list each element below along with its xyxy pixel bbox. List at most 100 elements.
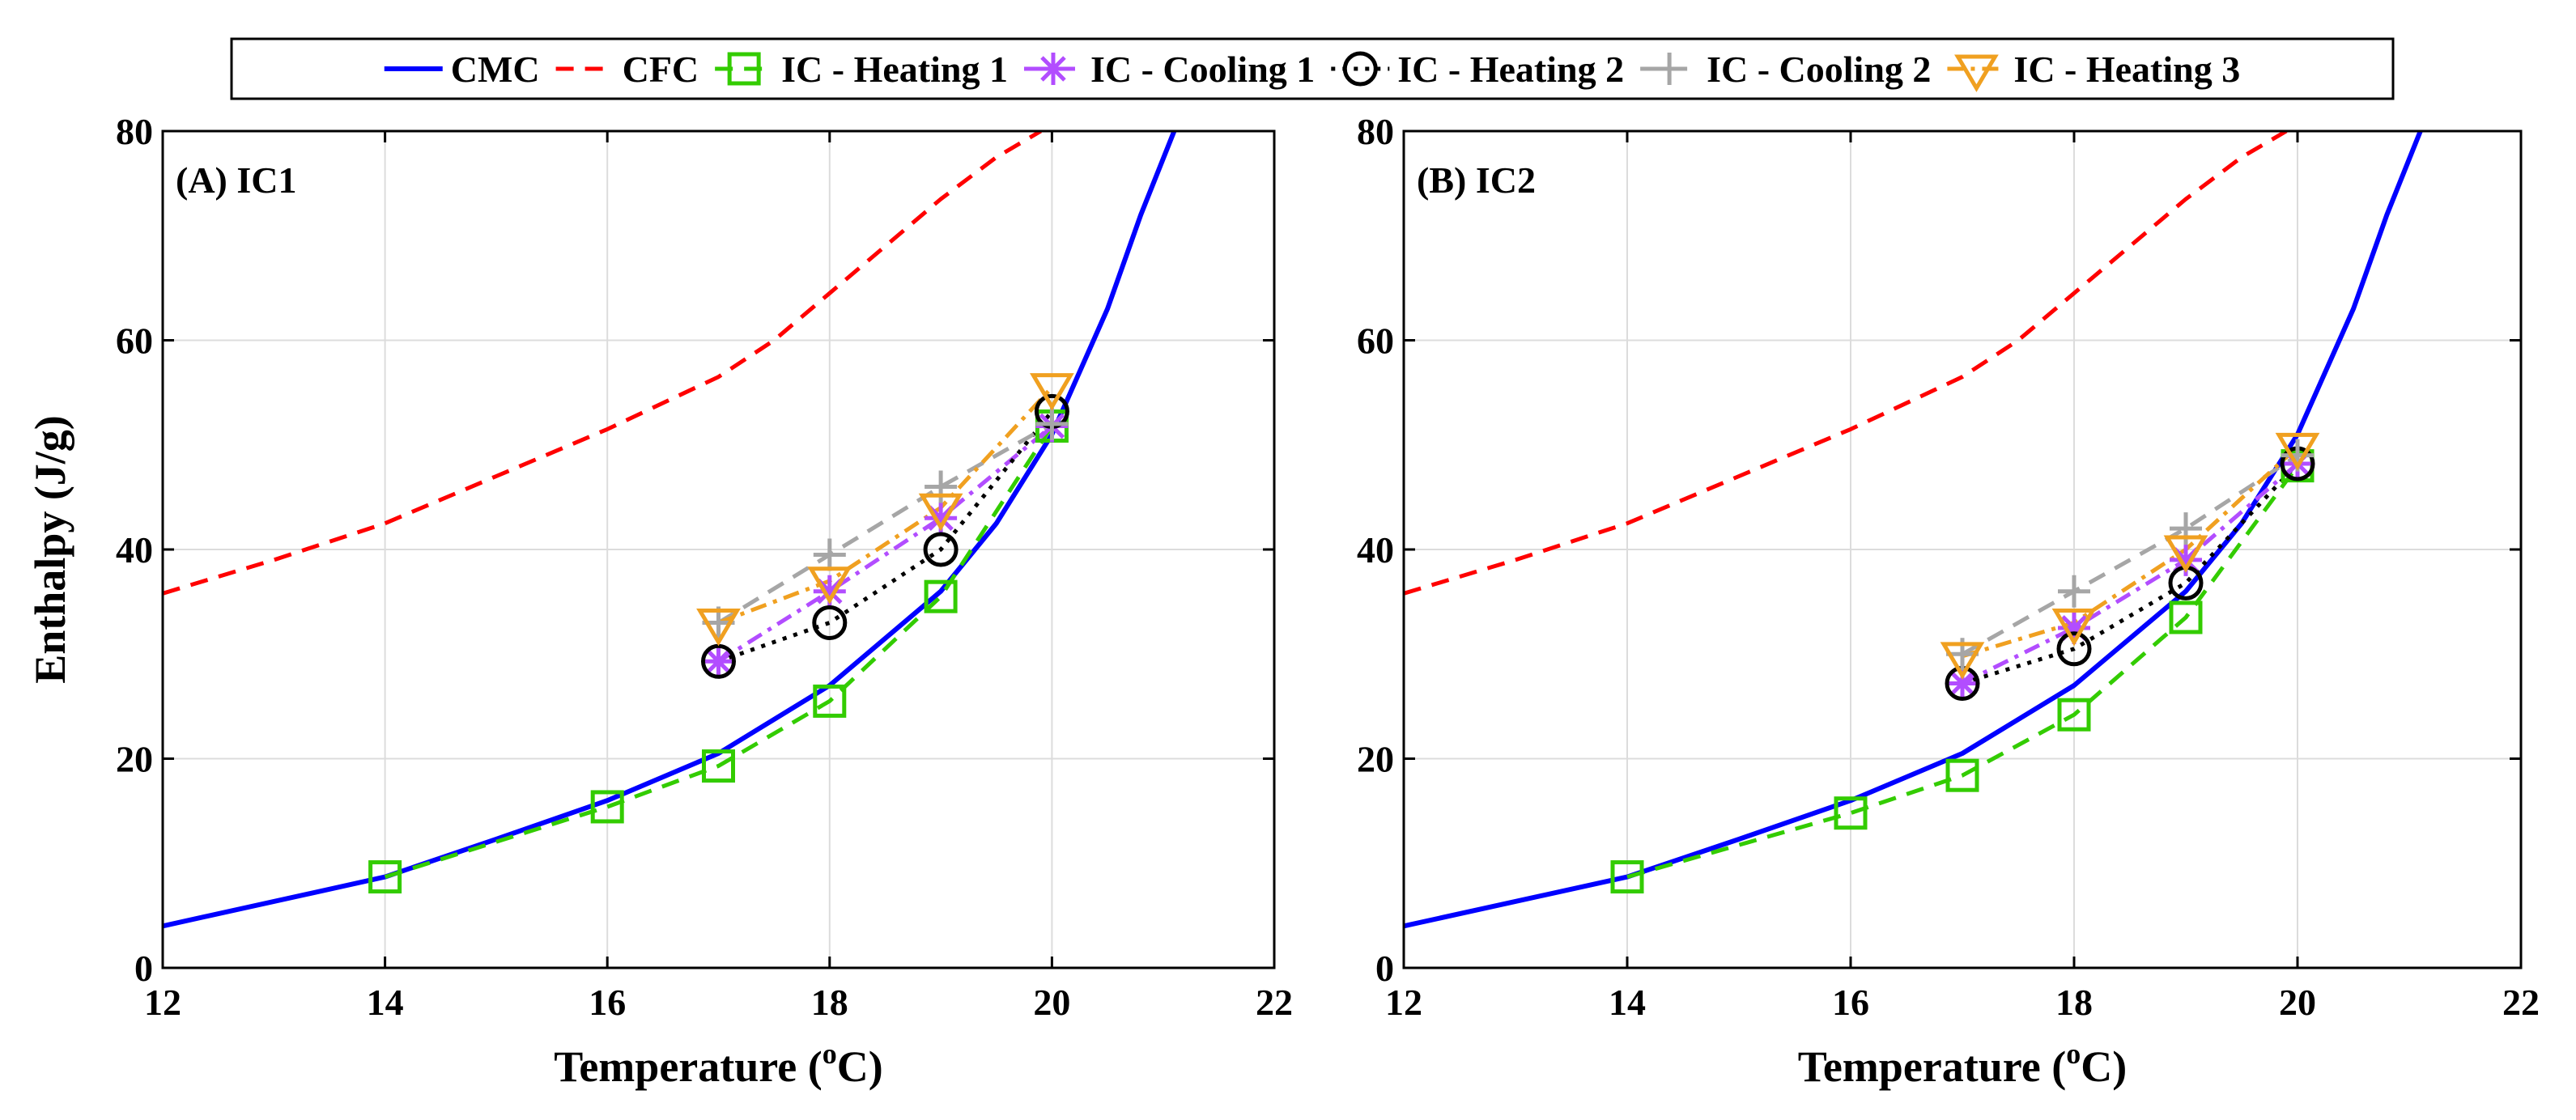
x-tick-label: 18: [811, 982, 848, 1023]
y-axis-label: Enthalpy (J/g): [26, 415, 74, 684]
series-line-ic-cooling-1: [717, 424, 1053, 664]
marker-ic-heating-1: [924, 579, 958, 613]
panel-title: (A) IC1: [176, 159, 296, 201]
panel-a: 12 14 16 18 20 22 0 20 40 60 80 (A) IC1 Temperature …: [26, 111, 1293, 1091]
marker-ic-heating-1: [702, 749, 735, 783]
series-line-ic-heating-1: [1626, 465, 2300, 880]
legend-item-ic-cooling-2: IC - Cooling 2: [1640, 49, 1931, 90]
series-line-cfc: [163, 131, 1042, 596]
y-tick-label: 40: [1357, 529, 1394, 571]
y-tick-label: 80: [1357, 111, 1394, 152]
series-line-ic-heating-1: [384, 425, 1054, 879]
series-line-ic-heating-3: [717, 386, 1054, 625]
y-tick-label: 0: [134, 948, 153, 989]
marker-ic-heating-1: [2057, 698, 2091, 732]
legend-item-ic-heating-3: IC - Heating 3: [1947, 49, 2240, 92]
legend-label-ic-cooling-2: IC - Cooling 2: [1707, 49, 1931, 90]
x-tick-label: 12: [144, 982, 181, 1023]
legend-label-cmc: CMC: [451, 49, 540, 90]
marker-ic-cooling-1: [1946, 667, 1979, 700]
panel-title: (B) IC2: [1417, 159, 1536, 201]
y-tick-label: 60: [1357, 320, 1394, 362]
marker-ic-heating-1: [368, 860, 402, 894]
legend-marker-ic-cooling-2: [1653, 53, 1686, 85]
marker-ic-cooling-2: [813, 538, 846, 571]
legend-label-ic-heating-1: IC - Heating 1: [781, 49, 1008, 90]
x-tick-label: 20: [1033, 982, 1070, 1023]
marker-ic-heating-2: [923, 532, 959, 567]
y-tick-label: 20: [1357, 739, 1394, 780]
marker-ic-heating-3: [1030, 373, 1074, 411]
y-tick-label: 40: [116, 529, 153, 571]
legend-label-cfc: CFC: [623, 49, 699, 90]
series-line-cmc: [1404, 131, 2423, 929]
legend-label-ic-heating-3: IC - Heating 3: [2013, 49, 2240, 90]
legend-item-ic-heating-1: IC - Heating 1: [715, 49, 1008, 90]
marker-ic-heating-2: [812, 605, 848, 640]
marker-ic-heating-1: [590, 790, 624, 824]
x-tick-label: 12: [1385, 982, 1422, 1023]
marker-ic-heating-1: [1945, 758, 1979, 792]
legend-item-ic-cooling-1: IC - Cooling 1: [1023, 49, 1315, 90]
legend-marker-ic-heating-2: [1342, 51, 1378, 87]
legend-label-ic-heating-2: IC - Heating 2: [1397, 49, 1624, 90]
legend-item-cfc: CFC: [555, 49, 699, 90]
marker-ic-heating-3: [1940, 642, 1985, 680]
y-tick-label: 80: [116, 111, 153, 152]
legend-marker-ic-heating-1: [727, 52, 761, 86]
marker-ic-heating-1: [1834, 796, 1868, 830]
series-layer: [1404, 131, 2423, 929]
ticks: 12 14 16 18 20 22 0 20 40 60 80: [116, 111, 1293, 1023]
x-tick-label: 16: [1832, 982, 1869, 1023]
x-tick-label: 22: [2502, 982, 2540, 1023]
y-tick-label: 60: [116, 320, 153, 362]
legend-label-ic-cooling-1: IC - Cooling 1: [1090, 49, 1315, 90]
marker-ic-cooling-1: [702, 645, 735, 678]
legend-item-ic-heating-2: IC - Heating 2: [1331, 49, 1624, 90]
marker-ic-cooling-1: [2058, 611, 2090, 644]
x-axis-label: Temperature (oC): [1798, 1037, 2127, 1091]
series-line-ic-cooling-2: [717, 422, 1053, 625]
marker-ic-cooling-1: [813, 575, 846, 608]
y-tick-label: 0: [1375, 948, 1394, 989]
marker-ic-cooling-2: [1035, 407, 1069, 440]
marker-ic-heating-2: [2056, 631, 2092, 667]
marker-ic-heating-3: [2163, 535, 2208, 573]
legend: CMC CFC IC - Heating 1 IC - Cooling 1 IC - H…: [230, 37, 2395, 100]
ticks: 12 14 16 18 20 22 0 20 40 60 80: [1357, 111, 2540, 1023]
y-tick-label: 20: [116, 739, 153, 780]
series-line-ic-heating-2: [1962, 462, 2299, 685]
x-tick-label: 14: [1609, 982, 1646, 1023]
marker-ic-heating-1: [2169, 600, 2203, 634]
series-line-ic-cooling-1: [1961, 462, 2299, 685]
legend-item-cmc: CMC: [384, 49, 540, 90]
series-line-cfc: [1404, 131, 2288, 596]
marker-ic-cooling-1: [925, 502, 958, 535]
series-layer: [163, 131, 1177, 929]
marker-ic-heating-3: [2275, 432, 2320, 471]
x-tick-label: 18: [2055, 982, 2093, 1023]
marker-ic-cooling-2: [2058, 575, 2090, 608]
marker-ic-heating-3: [807, 566, 852, 605]
x-tick-label: 14: [367, 982, 404, 1023]
x-axis-label: Temperature (oC): [554, 1037, 882, 1091]
legend-marker-ic-heating-3: [1954, 54, 1999, 92]
series-line-ic-heating-2: [717, 409, 1054, 664]
x-tick-label: 22: [1256, 982, 1293, 1023]
marker-ic-heating-1: [1610, 860, 1644, 894]
marker-ic-heating-3: [2051, 608, 2097, 647]
series-line-ic-cooling-2: [1961, 453, 2299, 656]
panel-b: 12 14 16 18 20 22 0 20 40 60 80 (B) IC2 Temperature …: [1357, 111, 2540, 1091]
marker-ic-heating-3: [918, 493, 963, 532]
legend-marker-ic-cooling-1: [1036, 53, 1069, 85]
series-line-ic-heating-3: [1962, 445, 2299, 659]
x-tick-label: 20: [2279, 982, 2316, 1023]
series-line-cmc: [163, 131, 1177, 929]
plots: 12 14 16 18 20 22 0 20 40 60 80 (A) IC1 Temperature …: [26, 111, 2540, 1091]
x-tick-label: 16: [589, 982, 626, 1023]
marker-ic-cooling-1: [2170, 543, 2202, 576]
marker-ic-heating-1: [813, 684, 847, 718]
marker-ic-heating-3: [696, 608, 741, 647]
